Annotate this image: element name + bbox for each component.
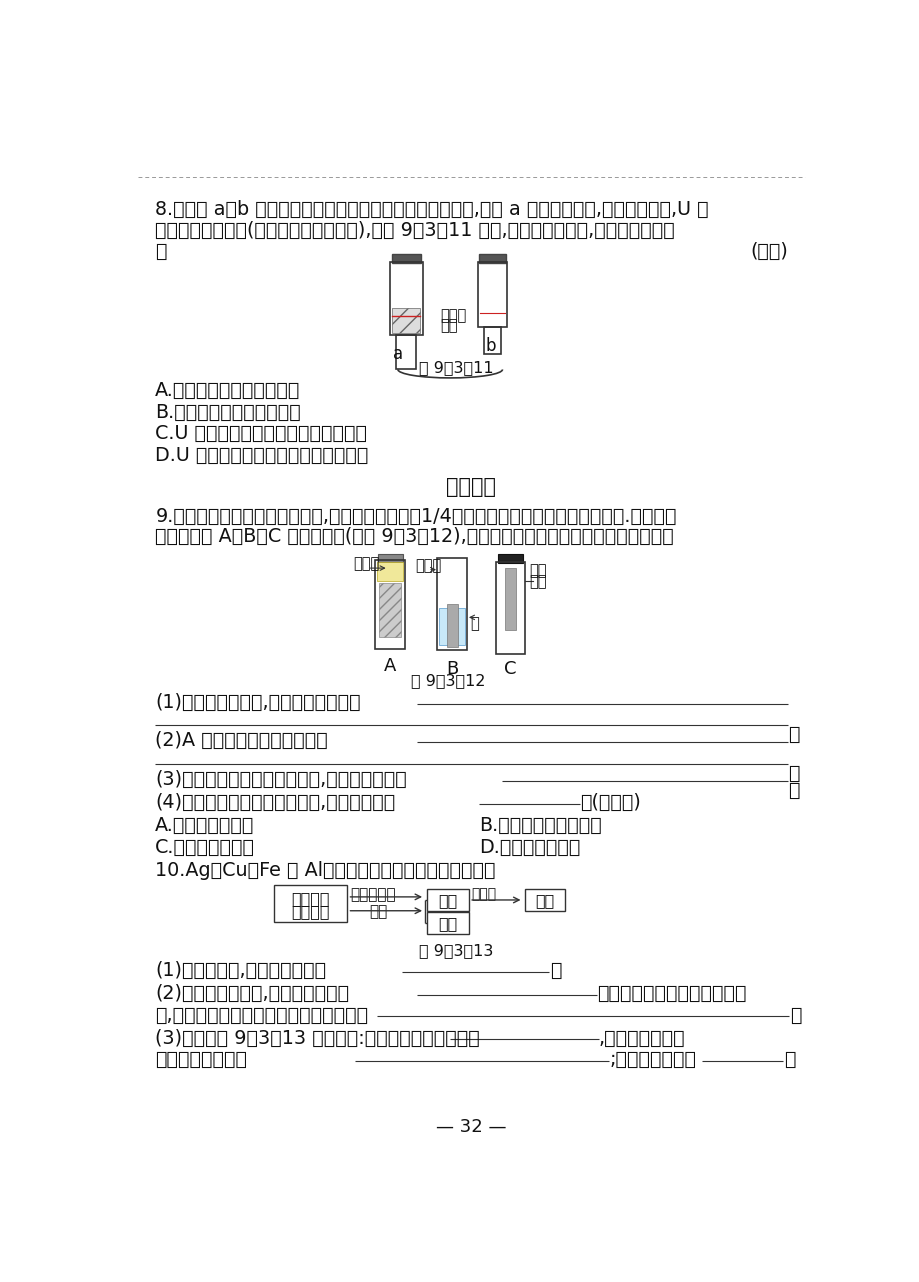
Text: 红墨水: 红墨水 (440, 308, 466, 323)
Text: A.防止铁制品腕蚀: A.防止铁制品腕蚀 (155, 817, 255, 835)
Text: B.回收利用废旧铁制品: B.回收利用废旧铁制品 (479, 817, 601, 835)
Bar (375, 560, 404, 649)
Text: B: B (446, 660, 458, 678)
Bar (391, 254, 421, 263)
Bar (379, 583, 401, 637)
Text: 空气: 空气 (528, 574, 546, 590)
Text: 。: 。 (789, 1005, 800, 1024)
Text: D.开发金属替代品: D.开发金属替代品 (479, 837, 580, 856)
Bar (438, 608, 465, 645)
Bar (479, 254, 505, 263)
Text: 干燥: 干燥 (528, 564, 546, 578)
Text: ;滤液中的溶质是: ;滤液中的溶质是 (608, 1050, 696, 1069)
Text: 炼,用一氧化碳还原氧化铁的化学方程式为: 炼,用一氧化碳还原氧化铁的化学方程式为 (155, 1005, 368, 1024)
Bar (378, 554, 403, 562)
Bar (525, 890, 564, 910)
Text: 粉混合物: 粉混合物 (290, 905, 329, 919)
Text: 。: 。 (788, 764, 800, 783)
Text: D.U 型玻璃管两端的液面变为左低右高: D.U 型玻璃管两端的液面变为左低右高 (155, 446, 369, 464)
Text: 气体: 气体 (535, 894, 554, 908)
Text: 铁粉和铜: 铁粉和铜 (290, 891, 329, 906)
Bar (392, 308, 420, 333)
Text: 。: 。 (788, 781, 800, 800)
Bar (377, 562, 403, 581)
Text: 。: 。 (783, 1050, 794, 1069)
Text: a: a (392, 345, 403, 363)
Text: (2)铁制品容易锈蚀,铁生锈的条件是: (2)铁制品容易锈蚀,铁生锈的条件是 (155, 983, 349, 1003)
Text: C.U 型玻璃管两端的液面变为右低左高: C.U 型玻璃管两端的液面变为右低左高 (155, 424, 367, 444)
Bar (497, 554, 522, 564)
Text: 玻璃管内为红墨水(开始时两端液面水平),如图 9－3－11 所示,放置一段时间后,以下说法错误的: 玻璃管内为红墨水(开始时两端液面水平),如图 9－3－11 所示,放置一段时间后… (155, 221, 675, 240)
Text: 图 9－3－12: 图 9－3－12 (411, 673, 485, 688)
Text: 。: 。 (550, 960, 561, 979)
Bar (477, 262, 506, 327)
Bar (483, 327, 501, 354)
Bar (426, 913, 469, 933)
Text: (　　): ( ) (750, 241, 788, 260)
Text: 图 9－3－11: 图 9－3－11 (418, 360, 493, 376)
Text: 滤渣: 滤渣 (437, 894, 457, 908)
Bar (495, 562, 525, 654)
Text: 稀盐酸: 稀盐酸 (471, 887, 496, 901)
Bar (426, 890, 469, 910)
Text: 的铁钉放入 A、B、C 三支试管中(见图 9－3－12),定期观察并记录现象。请回答下列问题：: 的铁钉放入 A、B、C 三支试管中(见图 9－3－12),定期观察并记录现象。请… (155, 527, 674, 546)
Text: 应的化学方程式为: 应的化学方程式为 (155, 1050, 247, 1069)
Text: 是: 是 (155, 241, 166, 260)
Text: 8.分别向 a、b 两支试管中加入形状和大小完全相同的铁片,再向 a 中加入植物油,均塞上橡皮塞,U 型: 8.分别向 a、b 两支试管中加入形状和大小完全相同的铁片,再向 a 中加入植物… (155, 200, 709, 219)
Text: 滤液: 滤液 (437, 917, 457, 931)
Text: 图 9－3－13: 图 9－3－13 (418, 944, 493, 958)
Text: 9.全世界每年因生锈损失的钓铁,约占世界年产量的1/4。小刚同学想探究钔铁锈蚀的条件.他将干净: 9.全世界每年因生锈损失的钓铁,约占世界年产量的1/4。小刚同学想探究钔铁锈蚀的… (155, 506, 676, 526)
Text: 。(填字母): 。(填字母) (579, 794, 641, 812)
Text: 植物油: 植物油 (353, 556, 380, 570)
Text: b: b (485, 337, 495, 355)
Text: 拓展提升: 拓展提升 (446, 477, 496, 497)
Text: C: C (504, 660, 516, 678)
Text: (3)通过对铁钉锈蚀条件的探究,他得到的结论是: (3)通过对铁钉锈蚀条件的探究,他得到的结论是 (155, 769, 406, 788)
Text: (1)四种金属中,不是銀白色的是: (1)四种金属中,不是銀白色的是 (155, 960, 326, 979)
Text: A: A (383, 656, 396, 674)
Text: 过滤: 过滤 (369, 905, 387, 919)
Text: (1)经过一段时间后,他观察到的现象是: (1)经过一段时间后,他观察到的现象是 (155, 692, 360, 712)
Text: 硝酸银溶液: 硝酸银溶液 (349, 887, 395, 903)
Bar (447, 604, 457, 646)
Bar (396, 335, 416, 369)
Text: B.两支试管中铁片均被腕蚀: B.两支试管中铁片均被腕蚀 (155, 403, 301, 422)
Text: A.植物油用于隔绝氧气和水: A.植物油用于隔绝氧气和水 (155, 381, 301, 400)
Bar (437, 558, 466, 650)
Bar (390, 262, 422, 335)
Text: 蔓馏水: 蔓馏水 (415, 558, 441, 573)
Text: 铁片: 铁片 (440, 318, 458, 333)
Text: C.任意开采铁矿石: C.任意开采铁矿石 (155, 837, 255, 856)
Bar (505, 568, 516, 629)
Text: (3)根据如图 9－3－13 所示回答:滤渣中一定有的金属是: (3)根据如图 9－3－13 所示回答:滤渣中一定有的金属是 (155, 1028, 480, 1047)
Text: 10.Ag、Cu、Fe 和 Al是生产或生活中广泛使用的金属。: 10.Ag、Cu、Fe 和 Al是生产或生活中广泛使用的金属。 (155, 860, 495, 879)
Text: 。: 。 (788, 726, 800, 744)
Text: ,滤渣与稀盐酸反: ,滤渣与稀盐酸反 (598, 1028, 685, 1047)
Text: 水: 水 (470, 615, 478, 631)
Bar (274, 886, 347, 922)
Text: (4)下列保护金属铁资源的建议,其中正确的是: (4)下列保护金属铁资源的建议,其中正确的是 (155, 794, 395, 812)
Text: (2)A 试管中放植物油的作用是: (2)A 试管中放植物油的作用是 (155, 731, 328, 750)
Text: 。生锈的废钓铁可回收重新冶: 。生锈的废钓铁可回收重新冶 (596, 983, 745, 1003)
Text: — 32 —: — 32 — (436, 1118, 506, 1136)
